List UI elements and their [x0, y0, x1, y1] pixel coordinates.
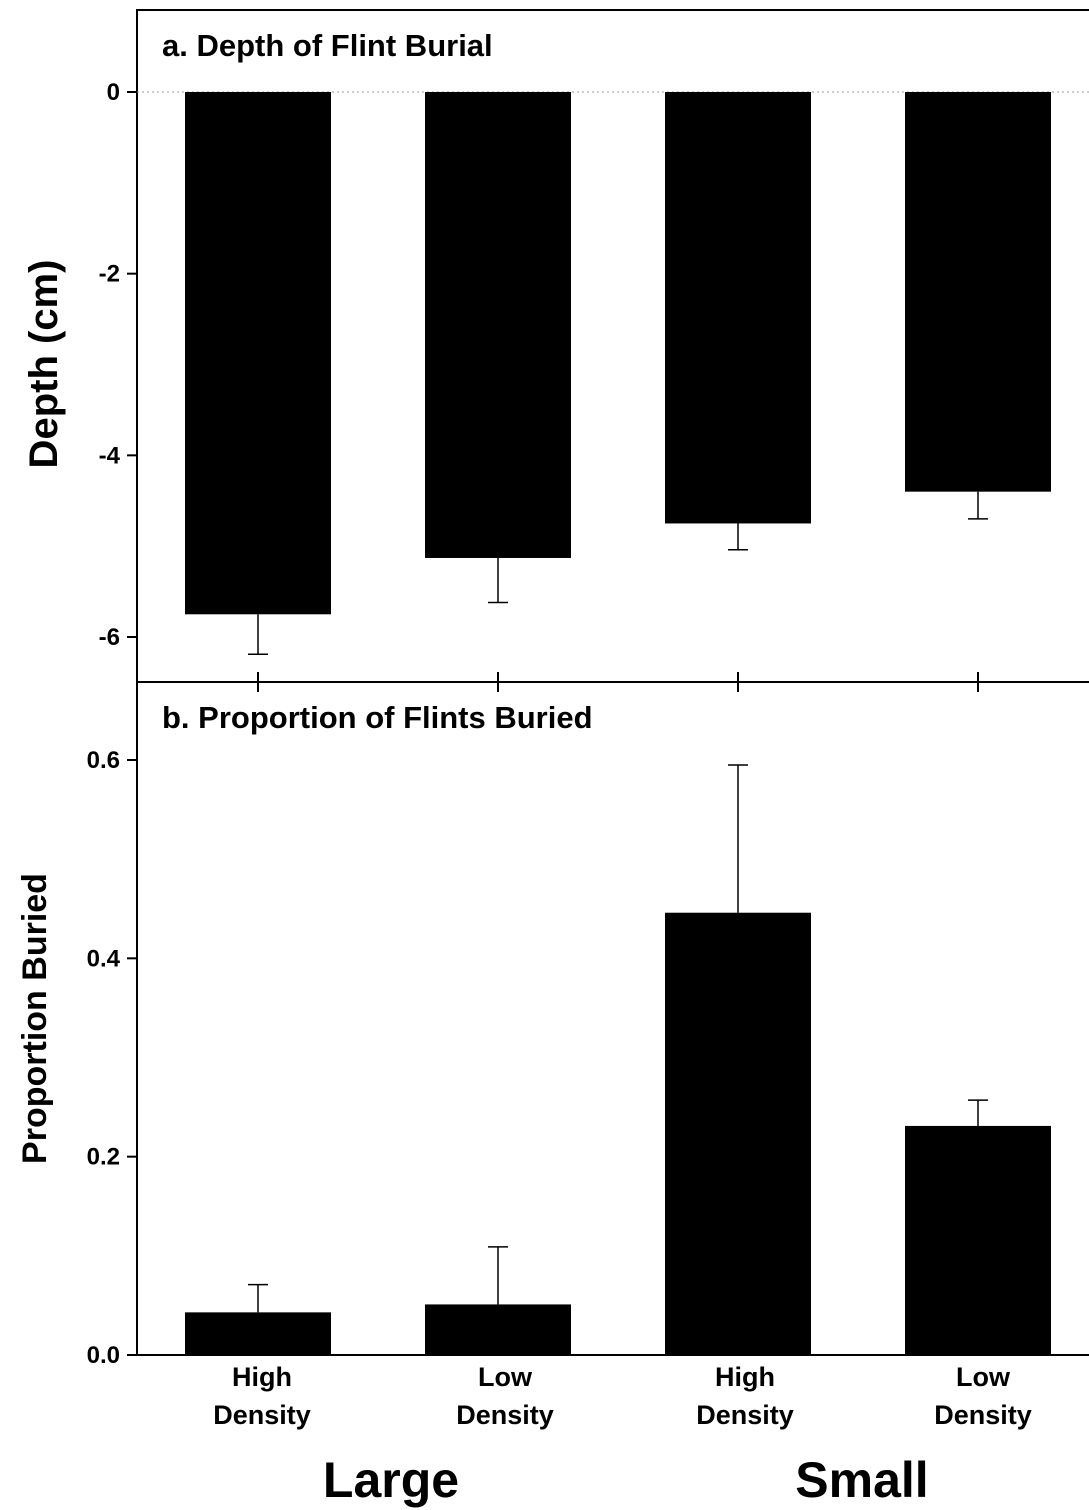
y-tick-label: -4 [99, 442, 121, 469]
panel-a-title: a. Depth of Flint Burial [162, 28, 493, 63]
category-label-line: High [232, 1362, 292, 1392]
bar [425, 1304, 571, 1355]
group-label-small: Small [795, 1452, 928, 1508]
error-bar [728, 523, 748, 551]
bar [665, 912, 811, 1355]
category-label: Low Density [934, 1362, 1032, 1430]
x-axis-category-labels: High Density Low Density High Density Low Densi… [213, 1362, 1032, 1430]
category-label-line: Low [956, 1362, 1011, 1392]
category-label-line: Density [934, 1400, 1032, 1430]
category-label: High Density [696, 1362, 794, 1430]
y-tick-label: -2 [99, 261, 120, 288]
category-label-line: Density [696, 1400, 794, 1430]
bar [185, 1312, 331, 1355]
panel-a-bars [185, 92, 1051, 615]
bar [425, 92, 571, 558]
bar [665, 92, 811, 524]
panel-a-y-axis-label: Depth (cm) [22, 260, 66, 469]
category-label-line: Density [213, 1400, 311, 1430]
x-axis-group-labels: Large Small [323, 1452, 929, 1508]
bar [185, 92, 331, 615]
bar [905, 92, 1051, 492]
category-label: Low Density [456, 1362, 554, 1430]
panel-a-error-bars [248, 491, 988, 656]
y-tick-label: 0.6 [87, 747, 120, 774]
y-tick-label: 0.0 [87, 1342, 120, 1369]
error-bar [968, 491, 988, 520]
panel-b-error-bars [248, 764, 988, 1313]
panel-b-y-axis: 0.0 0.2 0.4 0.6 [87, 747, 137, 1369]
category-label: High Density [213, 1362, 311, 1430]
error-bar [488, 1246, 508, 1305]
panel-b-proportion-chart: 0.0 0.2 0.4 0.6 b. Proportion of Flints Bur… [16, 681, 1089, 1369]
panel-a-depth-chart: 0 -2 -4 -6 a. Depth of Flint Burial Depth (… [22, 9, 1089, 692]
panel-b-bars [185, 912, 1051, 1355]
panel-a-y-axis: 0 -2 -4 -6 [99, 79, 137, 651]
y-tick-label: 0 [107, 79, 120, 106]
category-label-line: High [715, 1362, 775, 1392]
y-tick-label: 0.2 [87, 1144, 120, 1171]
error-bar [488, 557, 508, 604]
category-label-line: Low [478, 1362, 533, 1392]
category-label-line: Density [456, 1400, 554, 1430]
error-bar [248, 614, 268, 656]
bar [905, 1125, 1051, 1355]
y-tick-label: -6 [99, 624, 120, 651]
panel-b-y-axis-label: Proportion Buried [16, 873, 54, 1164]
panel-b-frame [136, 681, 1089, 1356]
error-bar [968, 1099, 988, 1126]
error-bar [248, 1283, 268, 1313]
group-label-large: Large [323, 1452, 459, 1508]
y-tick-label: 0.4 [87, 945, 121, 972]
panel-b-title: b. Proportion of Flints Buried [162, 700, 593, 735]
error-bar [728, 764, 748, 913]
